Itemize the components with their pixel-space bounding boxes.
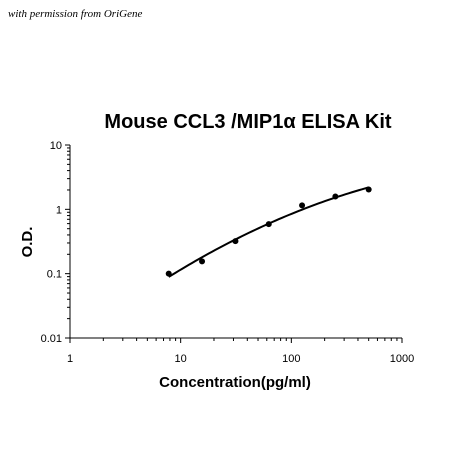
data-point: [265, 221, 272, 228]
data-point: [332, 193, 339, 200]
data-point: [165, 270, 172, 277]
y-axis-title: O.D.: [19, 227, 36, 258]
data-point: [365, 186, 372, 193]
permission-note: with permission from OriGene: [8, 8, 143, 20]
data-point: [199, 258, 206, 265]
x-axis-title: Concentration(pg/ml): [159, 374, 311, 391]
x-tick-label: 10: [175, 353, 187, 365]
data-point: [299, 202, 306, 209]
y-tick-label: 0.01: [41, 333, 62, 345]
fitted-curve: [168, 186, 369, 278]
chart-title: Mouse CCL3 /MIP1α ELISA Kit: [104, 111, 391, 133]
y-tick-label: 10: [50, 140, 62, 152]
x-tick-label: 100: [282, 353, 300, 365]
tick-labels: 1 10 100 1000 0.01 0.1 1 10: [41, 140, 415, 365]
y-tick-label: 1: [56, 204, 62, 216]
data-points: [165, 186, 372, 277]
x-tick-label: 1000: [390, 353, 414, 365]
x-tick-label: 1: [67, 353, 73, 365]
tick-marks: [65, 144, 403, 343]
axes: [69, 145, 402, 339]
data-point: [232, 238, 239, 245]
y-tick-label: 0.1: [47, 269, 62, 281]
